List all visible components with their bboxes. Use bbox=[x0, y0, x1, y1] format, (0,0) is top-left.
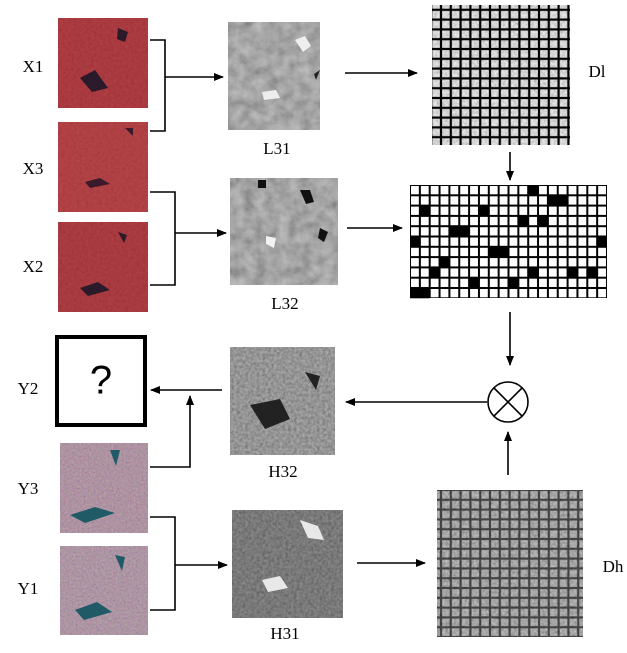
active-coefficient bbox=[518, 216, 528, 226]
image-l31 bbox=[228, 22, 320, 130]
image-y1 bbox=[60, 546, 148, 635]
dictionary-dh bbox=[437, 490, 583, 637]
label-x2: X2 bbox=[23, 257, 44, 276]
multiply-symbol bbox=[488, 382, 528, 422]
active-coefficient bbox=[410, 288, 420, 298]
image-h32 bbox=[230, 347, 335, 455]
active-coefficient bbox=[568, 267, 578, 277]
sparse-matrix bbox=[410, 185, 607, 298]
active-coefficient bbox=[597, 237, 607, 247]
active-coefficient bbox=[440, 257, 450, 267]
active-coefficient bbox=[420, 206, 430, 216]
active-coefficient bbox=[420, 288, 430, 298]
active-coefficient bbox=[558, 195, 568, 205]
diagram: X1 X3 X2 L31 L32 Dl H32 H31 Dh ? Y2 Y3 Y… bbox=[0, 0, 627, 653]
label-l31: L31 bbox=[263, 139, 290, 158]
bracket bbox=[150, 192, 175, 285]
label-y2: Y2 bbox=[18, 379, 39, 398]
active-coefficient bbox=[548, 195, 558, 205]
active-coefficient bbox=[459, 226, 469, 236]
image-x3 bbox=[58, 122, 148, 212]
label-l32: L32 bbox=[271, 294, 298, 313]
label-h31: H31 bbox=[270, 624, 299, 643]
bracket bbox=[150, 517, 175, 610]
unknown-mark: ? bbox=[90, 359, 112, 403]
active-coefficient bbox=[410, 237, 420, 247]
label-dl: Dl bbox=[589, 62, 606, 81]
active-coefficient bbox=[538, 216, 548, 226]
active-coefficient bbox=[499, 247, 509, 257]
label-h32: H32 bbox=[268, 462, 297, 481]
label-y1: Y1 bbox=[18, 579, 39, 598]
label-x3: X3 bbox=[23, 159, 44, 178]
image-x2 bbox=[58, 222, 148, 312]
label-dh: Dh bbox=[603, 557, 624, 576]
image-l32 bbox=[230, 178, 338, 285]
active-coefficient bbox=[489, 247, 499, 257]
active-coefficient bbox=[587, 267, 597, 277]
active-coefficient bbox=[430, 267, 440, 277]
bracket bbox=[150, 40, 165, 131]
image-x1 bbox=[58, 18, 148, 108]
active-coefficient bbox=[528, 267, 538, 277]
label-x1: X1 bbox=[23, 57, 44, 76]
image-h31 bbox=[232, 510, 343, 618]
image-y3 bbox=[60, 443, 148, 533]
dictionary-dl bbox=[432, 5, 570, 145]
active-coefficient bbox=[479, 206, 489, 216]
active-coefficient bbox=[509, 278, 519, 288]
active-coefficient bbox=[469, 278, 479, 288]
arrow bbox=[150, 396, 190, 467]
label-y3: Y3 bbox=[18, 479, 39, 498]
active-coefficient bbox=[449, 226, 459, 236]
active-coefficient bbox=[528, 185, 538, 195]
